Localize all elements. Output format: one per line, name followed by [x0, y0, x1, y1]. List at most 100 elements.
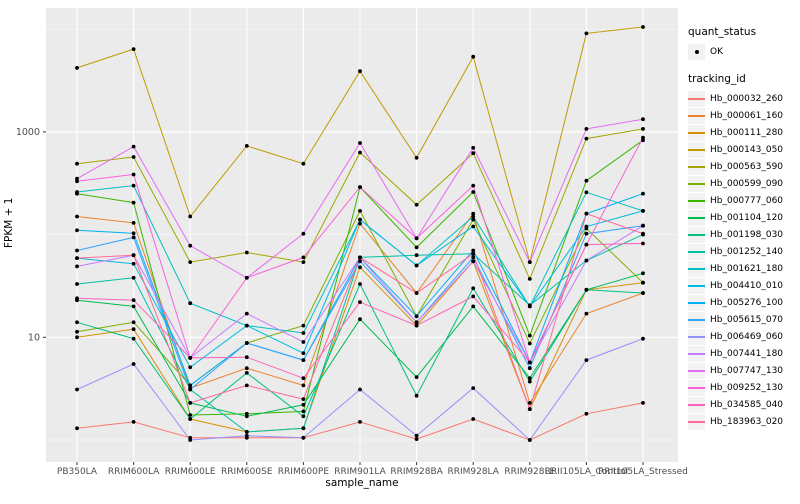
x-tick-label: RRIM928BA: [390, 467, 443, 477]
data-point: [244, 323, 249, 328]
legend-item-ok: OK: [688, 43, 800, 60]
data-point: [641, 191, 645, 196]
data-point: [301, 383, 306, 388]
data-point: [471, 248, 476, 253]
data-point: [131, 183, 136, 188]
data-point: [471, 54, 476, 59]
data-point: [641, 135, 645, 140]
legend-item-label: Hb_001252_140: [710, 246, 784, 257]
legend-item: Hb_007747_130: [688, 362, 800, 379]
data-point: [244, 383, 249, 388]
legend-item: Hb_001252_140: [688, 243, 800, 260]
x-tick-label: RRIM600LA: [108, 467, 160, 477]
data-point: [527, 376, 532, 381]
legend-item-label: Hb_000777_060: [710, 195, 784, 206]
data-point: [414, 375, 419, 379]
data-point: [584, 411, 589, 416]
data-point: [471, 224, 476, 229]
data-point: [471, 251, 476, 256]
data-point: [188, 383, 193, 388]
data-point: [527, 333, 532, 338]
data-point: [641, 336, 645, 341]
data-point: [471, 304, 476, 309]
legend-item: Hb_000061_160: [688, 107, 800, 124]
legend-item: Hb_001104_120: [688, 209, 800, 226]
data-point: [131, 261, 136, 266]
data-point: [414, 437, 419, 441]
legend-item-label: OK: [710, 46, 723, 57]
line-key-icon: [688, 328, 705, 345]
legend-item: Hb_000599_090: [688, 175, 800, 192]
x-tick-label: RRIM600SE: [221, 467, 273, 477]
legend-item-label: Hb_000111_280: [710, 127, 784, 138]
legend-item-label: Hb_000032_260: [710, 93, 784, 104]
data-point: [471, 151, 476, 156]
data-point: [584, 31, 589, 36]
data-point: [131, 47, 136, 51]
data-point: [358, 185, 362, 190]
data-point: [188, 417, 193, 421]
data-point: [244, 275, 249, 280]
data-point: [414, 291, 419, 295]
legend-item-label: Hb_006469_060: [710, 331, 784, 342]
data-point: [75, 329, 79, 334]
data-point: [584, 136, 589, 141]
line-key-icon: [688, 379, 705, 396]
line-key-icon: [688, 260, 705, 277]
data-point: [301, 340, 306, 344]
data-point: [641, 126, 645, 131]
legend-item: Hb_007441_180: [688, 345, 800, 362]
data-point: [358, 420, 362, 424]
data-point: [244, 311, 249, 316]
data-point: [301, 414, 306, 419]
data-point: [641, 25, 645, 29]
data-point: [244, 366, 249, 371]
data-point: [75, 66, 79, 70]
line-key-icon: [688, 226, 705, 243]
data-point: [527, 277, 532, 281]
data-point: [584, 231, 589, 236]
line-key-icon: [688, 413, 705, 430]
data-point: [584, 358, 589, 362]
data-point: [358, 282, 362, 286]
data-point: [301, 435, 306, 440]
legend-item-label: Hb_004410_010: [710, 280, 784, 291]
data-point: [414, 253, 419, 258]
data-point: [358, 69, 362, 74]
legend-item-label: Hb_000563_590: [710, 161, 784, 172]
x-tick-label: RRIM901LA: [334, 467, 386, 477]
line-key-icon: [688, 277, 705, 294]
legend-item: Hb_006469_060: [688, 328, 800, 345]
data-point: [131, 327, 136, 332]
legend-item-label: Hb_001104_120: [710, 212, 784, 223]
data-point: [244, 430, 249, 434]
line-key-icon: [688, 141, 705, 158]
point-key-icon: [688, 43, 705, 60]
data-point: [471, 286, 476, 291]
data-point: [471, 386, 476, 390]
data-point: [414, 155, 419, 160]
data-point: [358, 221, 362, 226]
data-point: [188, 387, 193, 392]
data-point: [301, 397, 306, 401]
legend-item-label: Hb_000061_160: [710, 110, 784, 121]
data-point: [584, 258, 589, 263]
legend-item-label: Hb_034585_040: [710, 399, 784, 410]
data-point: [244, 144, 249, 148]
data-point: [527, 401, 532, 405]
data-point: [584, 242, 589, 247]
legend-item: Hb_000563_590: [688, 158, 800, 175]
legend-item: Hb_000777_060: [688, 192, 800, 209]
data-point: [131, 155, 136, 159]
data-point: [584, 211, 589, 216]
legend-series-list: Hb_000032_260 Hb_000061_160 Hb_000111_28…: [688, 90, 800, 430]
data-point: [471, 183, 476, 188]
data-point: [584, 190, 589, 195]
data-point: [244, 433, 249, 438]
data-point: [75, 426, 79, 431]
data-point: [641, 271, 645, 276]
data-point: [358, 317, 362, 322]
data-point: [188, 214, 193, 219]
data-point: [471, 145, 476, 150]
legend-item: Hb_001198_030: [688, 226, 800, 243]
